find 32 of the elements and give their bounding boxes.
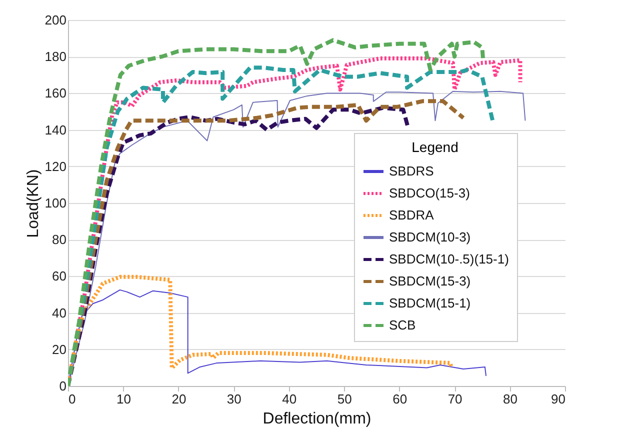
y-tick-label: 120 bbox=[44, 158, 66, 174]
x-tick-label: 10 bbox=[116, 392, 131, 406]
legend-label: SBDRA bbox=[389, 208, 434, 222]
x-tick-label: 40 bbox=[282, 392, 297, 406]
x-tick-label: 60 bbox=[392, 392, 408, 406]
x-tick-label: 20 bbox=[172, 392, 186, 406]
legend-label: SCB bbox=[389, 318, 416, 332]
y-tick-label: 0 bbox=[59, 378, 66, 394]
x-tick-label: 90 bbox=[551, 392, 566, 406]
y-axis-title: Load(KN) bbox=[24, 169, 42, 238]
x-tick-label: 0 bbox=[68, 392, 76, 406]
legend-label: SBDRS bbox=[389, 164, 434, 178]
y-tick-label: 200 bbox=[44, 12, 66, 28]
x-tick-label: 50 bbox=[337, 392, 352, 406]
y-tick-label: 100 bbox=[44, 196, 66, 210]
legend-label: SBDCM(15-3) bbox=[389, 274, 471, 288]
x-tick-label: 70 bbox=[448, 392, 462, 406]
y-tick-label: 40 bbox=[52, 305, 66, 320]
legend-label: SBDCO(15-3) bbox=[389, 186, 470, 200]
legend-title: Legend bbox=[412, 139, 458, 155]
x-tick-label: 30 bbox=[226, 392, 242, 406]
y-tick-label: 80 bbox=[52, 232, 66, 248]
y-tick-label: 20 bbox=[52, 342, 66, 357]
legend-label: SBDCM(10-.5)(15-1) bbox=[389, 252, 509, 266]
x-tick-label: 80 bbox=[503, 392, 518, 406]
legend-label: SBDCM(15-1) bbox=[389, 296, 471, 310]
y-tick-label: 160 bbox=[44, 86, 66, 101]
x-axis-title: Deflection(mm) bbox=[262, 410, 372, 428]
legend-label: SBDCM(10-3) bbox=[389, 230, 471, 244]
y-tick-label: 140 bbox=[44, 122, 66, 138]
y-tick-label: 180 bbox=[44, 49, 66, 64]
y-tick-label: 60 bbox=[52, 268, 66, 284]
